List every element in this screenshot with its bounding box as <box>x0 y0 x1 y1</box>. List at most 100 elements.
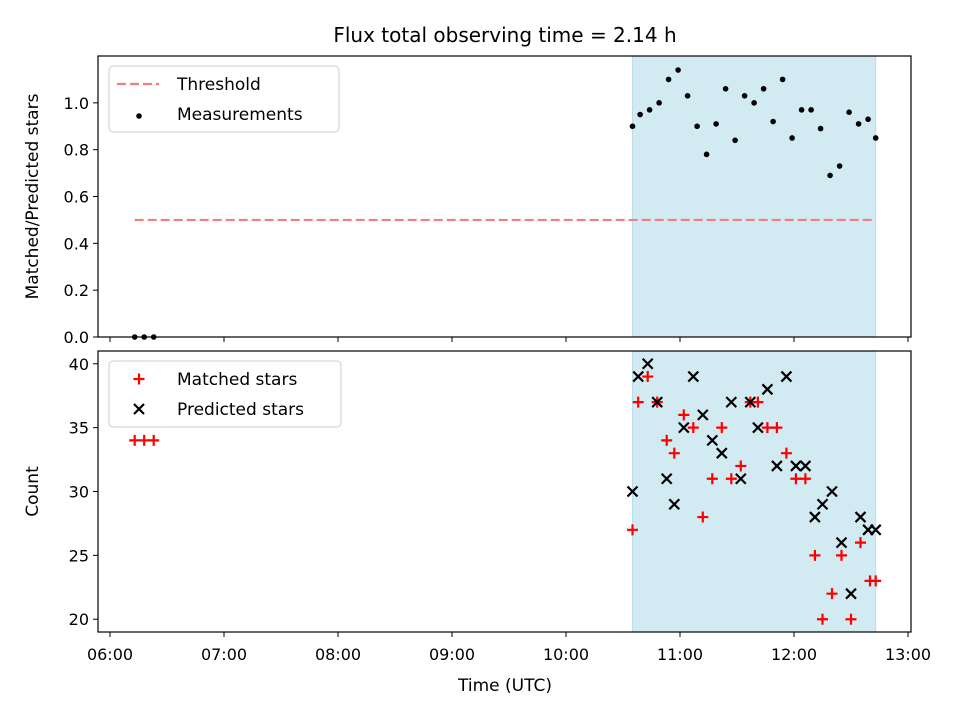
measurement-point <box>827 172 833 179</box>
measurement-point <box>713 121 719 127</box>
measurement-point <box>722 85 729 92</box>
predicted-star-point <box>826 485 838 498</box>
measurement-point <box>656 100 662 106</box>
legend-key-matched <box>133 373 145 385</box>
matched-star-point <box>678 409 690 421</box>
matched-star-point <box>809 549 821 561</box>
matched-star-point <box>845 613 857 625</box>
measurement-point <box>855 121 862 127</box>
measurement-point <box>684 93 691 99</box>
matched-star-point <box>668 447 680 459</box>
matched-star-point <box>761 422 773 434</box>
measurement-point <box>741 93 748 99</box>
y-tick-label: 35 <box>69 419 89 438</box>
predicted-star-point <box>752 421 764 434</box>
matched-star-point <box>129 434 141 446</box>
measurement-point <box>808 107 814 113</box>
x-tick-label: 12:00 <box>771 645 817 664</box>
y-tick-label: 0.4 <box>64 234 89 253</box>
predicted-star-point <box>869 524 882 536</box>
predicted-star-point <box>660 472 673 485</box>
y-tick-label: 1.0 <box>64 94 89 113</box>
measurement-point <box>629 123 636 130</box>
predicted-star-point <box>706 434 719 447</box>
legend-label: Measurements <box>177 105 303 125</box>
figure-title: Flux total observing time = 2.14 h <box>333 23 676 47</box>
predicted-star-point <box>799 460 812 472</box>
predicted-star-point <box>809 511 821 523</box>
y-axis-label: Count <box>23 466 43 517</box>
measurement-point <box>865 116 871 123</box>
measurement-point <box>798 107 805 113</box>
predicted-star-point <box>687 370 700 383</box>
y-tick-label: 0.2 <box>64 281 89 300</box>
legend-key-measurements <box>136 113 142 119</box>
matched-star-point <box>735 460 747 472</box>
predicted-star-point <box>725 396 738 408</box>
measurement-point <box>760 85 767 92</box>
matched-star-point <box>661 434 673 446</box>
predicted-star-point <box>716 447 728 459</box>
plot-frame <box>97 55 912 338</box>
legend-key-predicted <box>133 403 145 415</box>
matched-star-point <box>836 549 847 561</box>
observing-window-shade <box>632 350 877 633</box>
x-tick-label: 09:00 <box>429 645 475 664</box>
predicted-star-point <box>835 536 848 549</box>
legend-box <box>108 360 342 428</box>
x-tick-label: 11:00 <box>657 645 703 664</box>
matched-star-point <box>642 371 654 383</box>
plot-frame <box>97 350 912 633</box>
y-tick-label: 40 <box>69 355 89 374</box>
measurement-point <box>665 76 672 83</box>
legend: Threshold Measurements <box>108 65 340 133</box>
legend-box <box>108 65 340 133</box>
predicted-star-point <box>845 587 857 600</box>
matched-star-point <box>752 396 764 408</box>
x-tick-label: 13:00 <box>885 645 931 664</box>
measurement-point <box>637 111 643 118</box>
measurement-point <box>872 135 879 141</box>
x-axis-label: Time (UTC) <box>457 676 552 696</box>
measurement-point <box>646 107 653 113</box>
measurement-point <box>751 100 757 106</box>
matched-star-point <box>687 422 699 434</box>
predicted-star-point <box>780 370 793 383</box>
predicted-star-point <box>641 357 654 370</box>
predicted-star-point <box>632 370 644 383</box>
matched-star-point <box>138 434 150 446</box>
matched-star-point <box>627 524 638 536</box>
y-tick-label: 25 <box>69 546 89 565</box>
predicted-star-point <box>651 396 663 408</box>
measurement-point <box>779 76 786 83</box>
measurement-point <box>846 109 852 115</box>
legend-label: Matched stars <box>177 370 297 390</box>
matched-star-point <box>817 613 828 625</box>
predicted-star-point <box>697 409 709 421</box>
predicted-star-point <box>744 396 757 408</box>
predicted-star-point <box>816 498 829 511</box>
matched-star-point <box>148 434 160 446</box>
measurement-point <box>732 137 738 144</box>
matched-star-point <box>870 575 882 587</box>
predicted-star-point <box>668 498 681 511</box>
matched-star-point <box>706 473 718 485</box>
y-tick-label: 0.0 <box>64 328 89 347</box>
matched-star-point <box>780 447 792 459</box>
observing-window-shade <box>632 55 877 338</box>
x-tick-label: 07:00 <box>201 645 247 664</box>
bottom-panel: 20 25 30 35 40 06:00 07:00 08:00 09:00 10:00 11:00… <box>23 350 931 664</box>
matched-star-point <box>790 473 802 485</box>
predicted-star-point <box>761 383 774 396</box>
matched-star-point <box>771 422 783 434</box>
y-tick-label: 20 <box>69 610 89 629</box>
predicted-star-point <box>626 485 639 498</box>
top-panel: 0.0 0.2 0.4 0.6 0.8 1.0 Matched/Predicted star… <box>23 55 912 347</box>
matched-star-point <box>716 422 728 434</box>
legend-label: Threshold <box>176 75 261 95</box>
matched-star-point <box>855 537 866 549</box>
predicted-star-point <box>790 460 802 472</box>
measurement-point <box>817 125 824 132</box>
x-tick-label: 10:00 <box>543 645 589 664</box>
